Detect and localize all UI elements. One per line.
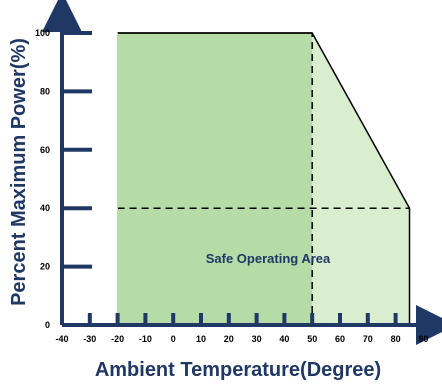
- x-tick-label: 0: [171, 334, 176, 344]
- area-1: [312, 33, 410, 325]
- curve-layer: [117, 32, 411, 325]
- x-axis-title: Ambient Temperature(Degree): [95, 359, 381, 381]
- y-tick-label: 100: [35, 28, 50, 38]
- y-tick-label: 80: [40, 86, 50, 96]
- x-tick-label: 50: [307, 334, 317, 344]
- annotation-safe-operating-area: Safe Operating Area: [206, 251, 331, 266]
- y-tick-label: 20: [40, 262, 50, 272]
- axes: [42, 0, 442, 345]
- x-tick-label: 80: [391, 334, 401, 344]
- y-tick-label: 40: [40, 203, 50, 213]
- x-tick-label: 70: [363, 334, 373, 344]
- x-tick-label: -30: [83, 334, 96, 344]
- y-axis-title: Percent Maximum Power(%): [8, 38, 30, 306]
- x-tick-label: -20: [111, 334, 124, 344]
- x-tick-label: 90: [418, 334, 428, 344]
- x-tick-label: 10: [196, 334, 206, 344]
- y-tick-label: 60: [40, 145, 50, 155]
- x-tick-label: -10: [139, 334, 152, 344]
- ticks: -40 -30 -20 -10 0 10 20 30 40 50 60 70 80 90 0 20 40 60 80…: [35, 28, 428, 344]
- reference-lines: [117, 33, 410, 325]
- labels: Ambient Temperature(Degree) Percent Maxim…: [8, 38, 381, 381]
- x-tick-label: 30: [252, 334, 262, 344]
- y-tick-label: 0: [45, 320, 50, 330]
- x-tick-label: 20: [224, 334, 234, 344]
- x-tick-label: -40: [55, 334, 68, 344]
- area-0: [117, 33, 313, 325]
- x-tick-label: 60: [335, 334, 345, 344]
- x-tick-label: 40: [279, 334, 289, 344]
- area-layer: [117, 33, 410, 325]
